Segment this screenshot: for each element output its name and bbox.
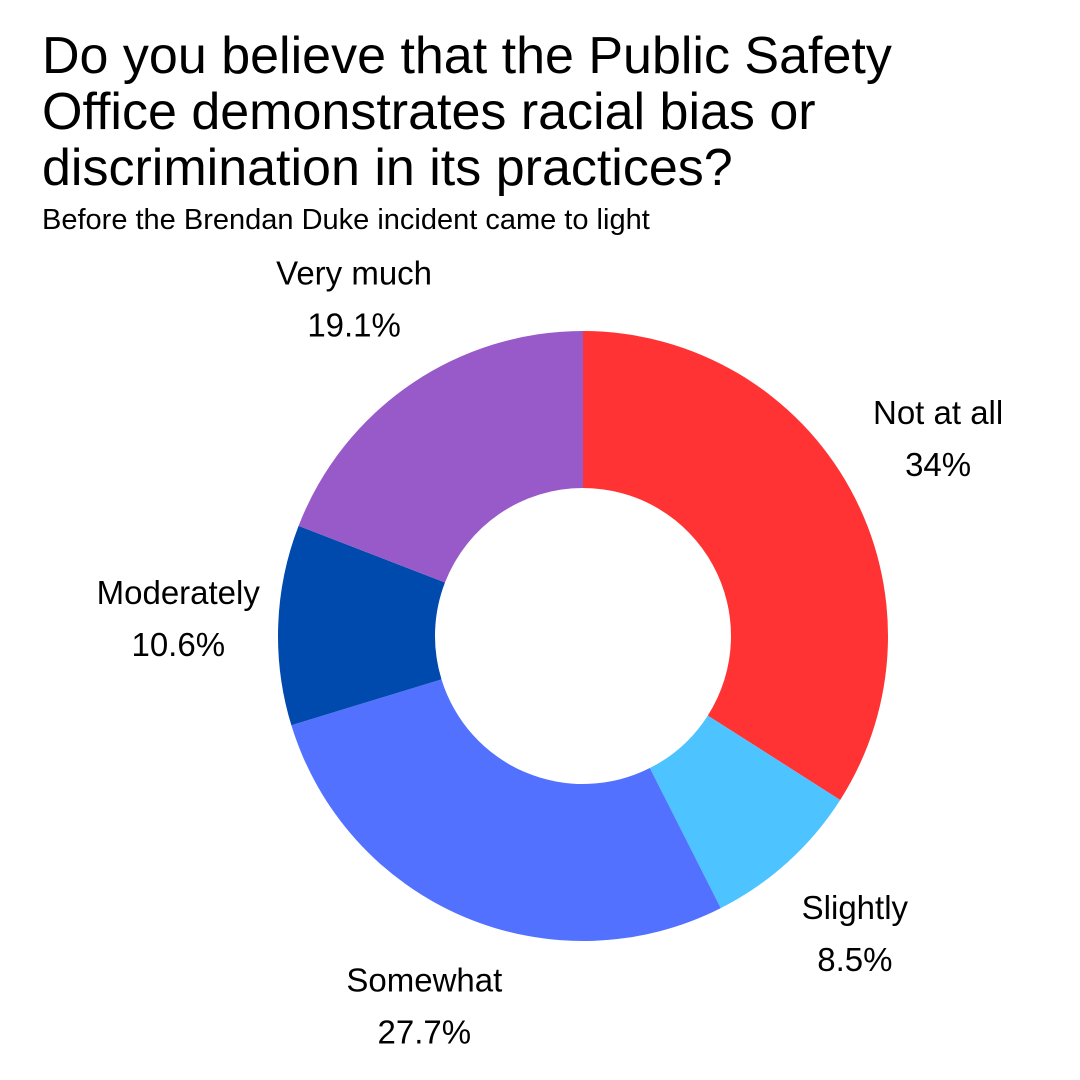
chart-subtitle: Before the Brendan Duke incident came to…: [42, 204, 650, 236]
donut-segment: [291, 679, 721, 942]
donut-segment: [583, 331, 889, 800]
segment-value-label: 34%: [905, 446, 971, 483]
segment-value-label: 10.6%: [131, 626, 225, 663]
donut-segment: [298, 331, 583, 583]
segment-name: Slightly: [802, 889, 909, 926]
segment-name: Somewhat: [346, 961, 502, 998]
donut-segment: [649, 715, 841, 909]
segment-value-label: 8.5%: [817, 941, 892, 978]
segment-value-label: 19.1%: [307, 307, 401, 344]
segment-name: Very much: [276, 255, 432, 292]
segment-name: Not at all: [873, 394, 1003, 431]
segment-name: Moderately: [97, 574, 261, 611]
donut-segment: [277, 525, 445, 726]
segment-value-label: 27.7%: [378, 1013, 472, 1050]
chart-title: Do you believe that the Public Safety Of…: [42, 27, 892, 197]
